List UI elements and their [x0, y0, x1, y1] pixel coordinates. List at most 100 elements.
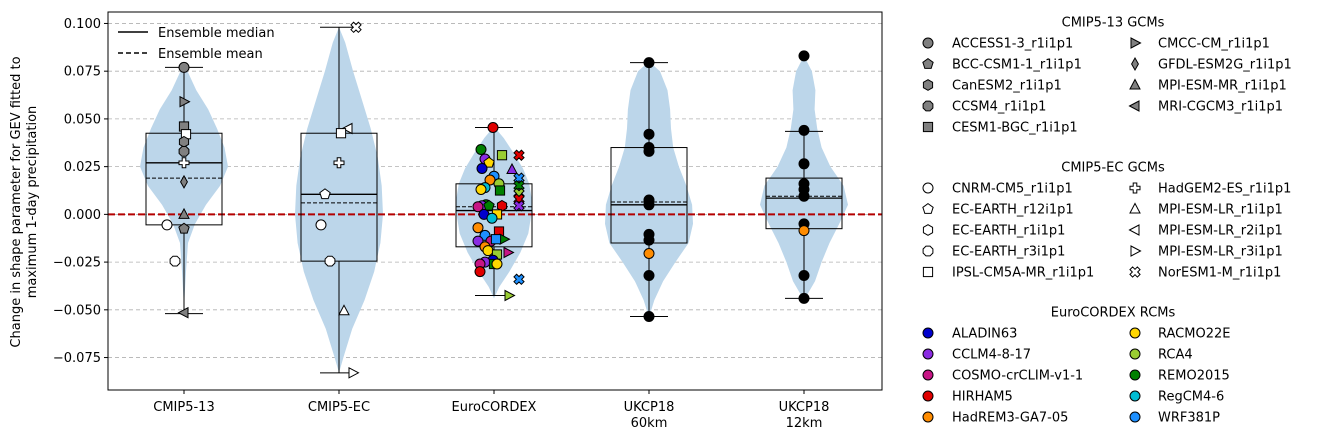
- data-point: [476, 163, 488, 174]
- data-point: [643, 270, 655, 281]
- legend-marker: [922, 202, 934, 214]
- data-point: [496, 150, 508, 161]
- data-point: [490, 234, 502, 245]
- legend-label: CCSM4_r1i1p1: [952, 100, 1046, 115]
- data-point: [513, 273, 525, 286]
- legend-label: CCLM4-8-17: [952, 348, 1031, 363]
- data-point: [315, 219, 327, 231]
- legend-marker: [1129, 266, 1141, 278]
- legend-marker: [1129, 182, 1141, 194]
- data-point: [319, 188, 331, 200]
- data-point: [179, 95, 191, 108]
- legend-marker: [922, 245, 934, 257]
- marker-legend: CMIP5-EC GCMs CNRM-CM5_r1i1p1 EC-EARTH_r12…: [922, 161, 1291, 281]
- data-point: [506, 162, 518, 174]
- data-point: [643, 248, 655, 259]
- data-point: [178, 222, 190, 234]
- legend-label: CNRM-CM5_r1i1p1: [952, 182, 1073, 197]
- marker-legends: CMIP5-13 GCMs ACCESS1-3_r1i1p1 BCC-CSM1-1_…: [922, 16, 1292, 426]
- data-point: [335, 128, 347, 139]
- x-tick-label: UKCP18: [779, 400, 830, 415]
- data-point: [643, 311, 655, 322]
- legend-label: MPI-ESM-LR_r3i1p1: [1158, 245, 1283, 260]
- legend-marker: [922, 224, 934, 236]
- data-point: [348, 366, 360, 379]
- legend-label: RACMO22E: [1158, 327, 1230, 342]
- legend-marker: [1129, 411, 1141, 423]
- legend-label: HadREM3-GA7-05: [952, 411, 1068, 426]
- data-point: [513, 149, 525, 161]
- x-tick-sublabel: 12km: [786, 416, 823, 431]
- legend-label: MPI-ESM-LR_r2i1p1: [1158, 224, 1283, 239]
- data-point: [475, 184, 487, 195]
- legend-marker: [1129, 369, 1141, 381]
- legend-marker: [1129, 202, 1141, 214]
- marker-legend: EuroCORDEX RCMs ALADIN63 CCLM4-8-17 COSMO-c…: [922, 306, 1230, 426]
- legend-marker: [1128, 100, 1140, 112]
- legend-label: WRF381P: [1158, 411, 1220, 426]
- legend-marker: [922, 79, 934, 91]
- legend-label: CMCC-CM_r1i1p1: [1158, 37, 1270, 52]
- legend-marker: [922, 390, 934, 402]
- median-legend-label: Ensemble median: [158, 26, 275, 41]
- legend-title: CMIP5-13 GCMs: [1062, 16, 1165, 31]
- legend-marker: [922, 369, 934, 381]
- legend-label: EC-EARTH_r1i1p1: [952, 224, 1065, 239]
- data-point: [486, 212, 498, 224]
- data-point: [798, 50, 810, 62]
- data-point: [494, 185, 506, 196]
- violin-body: [295, 27, 383, 373]
- x-tick-sublabel: 60km: [631, 416, 668, 431]
- y-tick-label: 0.075: [64, 65, 101, 80]
- legend-marker: [922, 100, 934, 112]
- violin-body: [140, 67, 228, 314]
- data-point: [487, 122, 499, 133]
- data-point: [178, 157, 190, 169]
- legend-marker: [1129, 390, 1141, 402]
- legend-marker: [922, 266, 934, 278]
- data-point: [475, 144, 487, 155]
- legend-label: RCA4: [1158, 348, 1193, 363]
- legend-marker: [1129, 348, 1141, 360]
- legend-marker: [1130, 37, 1142, 49]
- legend-title: EuroCORDEX RCMs: [1051, 306, 1176, 321]
- data-point: [504, 289, 516, 302]
- legend-marker: [922, 121, 934, 133]
- data-point: [169, 255, 181, 267]
- data-point: [178, 145, 190, 157]
- y-tick-label: −0.050: [53, 303, 101, 318]
- legend-label: GFDL-ESM2G_r1i1p1: [1158, 58, 1292, 73]
- legend-label: ACCESS1-3_r1i1p1: [952, 37, 1073, 52]
- line-legend: Ensemble median Ensemble mean: [118, 26, 275, 62]
- legend-label: NorESM1-M_r1i1p1: [1158, 266, 1281, 281]
- x-tick-label: EuroCORDEX: [452, 400, 537, 415]
- data-point: [798, 225, 810, 237]
- data-point: [472, 235, 484, 247]
- data-point: [180, 174, 188, 189]
- data-point: [482, 245, 494, 257]
- legend-label: CESM1-BGC_r1i1p1: [952, 121, 1078, 136]
- legend-label: ALADIN63: [952, 327, 1017, 342]
- data-point: [798, 292, 810, 304]
- legend-marker: [1130, 245, 1142, 257]
- legend-label: MPI-ESM-MR_r1i1p1: [1158, 79, 1287, 94]
- y-tick-label: 0.000: [64, 208, 101, 223]
- legend-label: EC-EARTH_r12i1p1: [952, 203, 1074, 218]
- legend-label: IPSL-CM5A-MR_r1i1p1: [952, 266, 1094, 281]
- data-point: [350, 21, 362, 34]
- data-point: [483, 156, 495, 168]
- y-axis-title: Change in shape parameter for GEV fitted…: [9, 56, 40, 347]
- violins: [140, 27, 848, 373]
- data-point: [798, 270, 810, 281]
- legend-marker: [922, 182, 934, 194]
- x-tick-label: CMIP5-EC: [308, 400, 370, 415]
- legend-marker: [922, 327, 934, 339]
- plot-frame: [107, 11, 883, 391]
- legend-label: MRI-CGCM3_r1i1p1: [1158, 100, 1283, 115]
- data-point: [178, 61, 190, 73]
- data-point: [333, 157, 345, 169]
- legend-label: HIRHAM5: [952, 390, 1013, 405]
- data-point: [161, 219, 173, 231]
- legend-label: CanESM2_r1i1p1: [952, 79, 1062, 94]
